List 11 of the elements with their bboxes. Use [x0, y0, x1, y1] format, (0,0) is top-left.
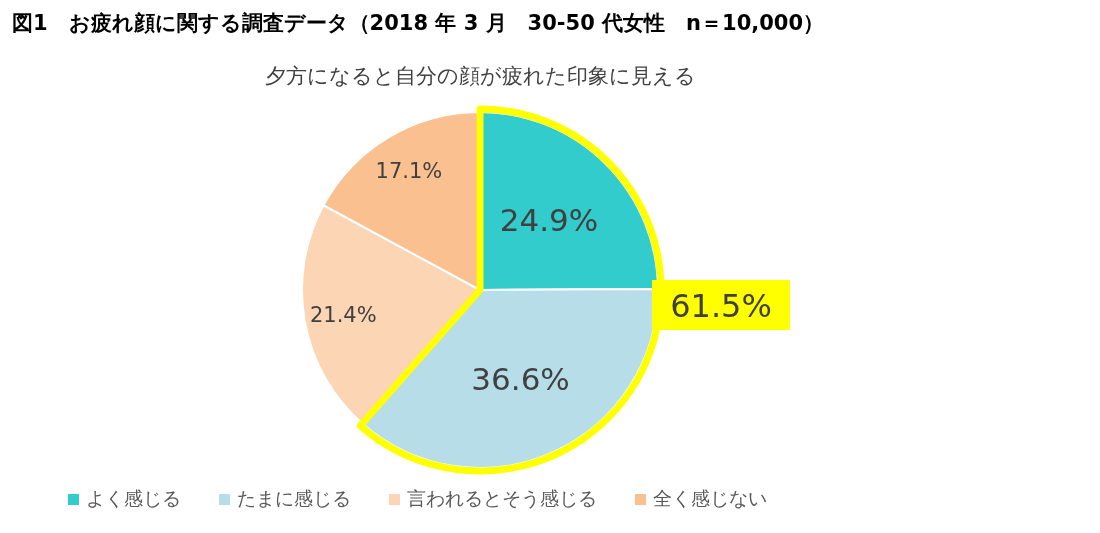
chart-title: 図1 お疲れ顔に関する調査データ（2018 年 3 月 30-50 代女性 n＝10,000） [12, 11, 825, 35]
data-label: 21.4% [309, 302, 377, 327]
data-label: 24.9% [499, 202, 599, 239]
data-label: 36.6% [471, 360, 570, 397]
data-label: 17.1% [375, 159, 443, 184]
chart-subtitle: 夕方になると自分の顔が疲れた印象に見える [264, 64, 696, 88]
legend-label: 全く感じない [653, 487, 767, 509]
text: 61.5% [670, 287, 772, 325]
legend-label: 言われるとそう感じる [407, 487, 597, 509]
legend-label: よく感じる [86, 487, 181, 509]
legend-label: たまに感じる [237, 487, 351, 509]
